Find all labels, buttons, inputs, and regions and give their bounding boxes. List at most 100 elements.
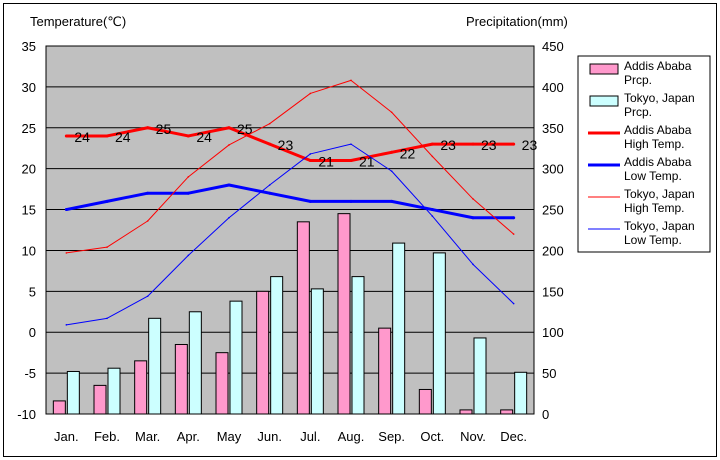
data-label: 23 <box>278 137 294 153</box>
data-label: 25 <box>237 121 253 137</box>
line-point <box>186 191 190 195</box>
line-point <box>390 150 394 154</box>
x-tick-label: Feb. <box>94 429 120 444</box>
line-point <box>512 142 516 146</box>
data-label: 23 <box>522 137 538 153</box>
line-point <box>512 302 515 305</box>
line-point <box>105 134 109 138</box>
line-point <box>309 92 312 95</box>
bar-addis-prcp <box>459 409 473 415</box>
legend-label: Tokyo, Japan <box>624 219 695 233</box>
left-tick-label: 25 <box>22 121 36 136</box>
line-point <box>308 158 312 162</box>
legend-label: Tokyo, Japan <box>624 91 695 105</box>
x-tick-label: Sep. <box>378 429 405 444</box>
right-tick-label: 450 <box>542 39 564 54</box>
left-tick-label: -10 <box>17 407 36 422</box>
legend-label: Prcp. <box>624 105 652 119</box>
bar-addis-prcp <box>296 221 310 415</box>
line-point <box>106 246 108 248</box>
line-series-3 <box>66 143 515 326</box>
bar-addis-prcp <box>215 352 229 415</box>
legend-label: High Temp. <box>624 137 684 151</box>
line-point <box>349 199 353 203</box>
right-tick-label: 150 <box>542 284 564 299</box>
left-tick-label: 20 <box>22 162 36 177</box>
line-point <box>146 126 150 130</box>
data-label: 24 <box>196 129 212 145</box>
left-tick-label: 30 <box>22 80 36 95</box>
legend-label: Prcp. <box>624 73 652 87</box>
line-point <box>390 199 394 203</box>
bar-addis-prcp <box>52 400 66 415</box>
bar-addis-prcp <box>337 213 351 415</box>
line-series-0 <box>66 126 514 162</box>
legend-swatch <box>589 63 619 75</box>
bar-tokyo-prcp <box>188 311 202 415</box>
line-point <box>268 122 271 125</box>
line-point <box>146 295 149 298</box>
line-point <box>471 216 475 220</box>
line-point <box>472 198 474 200</box>
line-point <box>268 184 271 186</box>
line-series-2 <box>66 79 514 254</box>
bar-addis-prcp <box>256 290 270 415</box>
line-point <box>227 183 231 187</box>
legend-label: Low Temp. <box>624 233 682 247</box>
right-tick-label: 0 <box>542 407 549 422</box>
line-point <box>390 170 393 172</box>
data-label: 22 <box>400 145 416 161</box>
data-label: 24 <box>74 129 90 145</box>
bar-tokyo-prcp <box>148 317 162 415</box>
right-tick-label: 250 <box>542 203 564 218</box>
left-tick-label: 5 <box>29 284 36 299</box>
line-point <box>268 142 272 146</box>
legend-label: Tokyo, Japan <box>624 187 695 201</box>
left-axis-title: Temperature(℃) <box>30 14 126 29</box>
bar-tokyo-prcp <box>310 288 324 415</box>
line-point <box>431 155 434 158</box>
x-tick-label: Oct. <box>420 429 444 444</box>
left-tick-label: 0 <box>29 325 36 340</box>
right-tick-label: 50 <box>542 366 556 381</box>
line-point <box>65 252 68 254</box>
x-tick-label: Aug. <box>338 429 365 444</box>
bar-tokyo-prcp <box>229 300 243 415</box>
line-point <box>65 324 68 326</box>
line-point <box>186 134 190 138</box>
legend-label: Addis Ababa <box>624 123 692 137</box>
x-tick-label: Jul. <box>300 429 320 444</box>
line-point <box>308 199 312 203</box>
x-tick-label: May <box>217 429 242 444</box>
data-label: 23 <box>440 137 456 153</box>
x-tick-label: Jan. <box>54 429 79 444</box>
line-point <box>146 220 149 222</box>
right-tick-label: 200 <box>542 243 564 258</box>
line-point <box>512 233 515 235</box>
bar-tokyo-prcp <box>392 242 406 415</box>
line-point <box>106 317 108 320</box>
legend-label: Low Temp. <box>624 169 682 183</box>
right-axis-title: Precipitation(mm) <box>466 14 568 29</box>
line-series-1 <box>66 183 514 220</box>
bar-tokyo-prcp <box>432 252 446 415</box>
x-tick-label: Jun. <box>257 429 282 444</box>
bar-tokyo-prcp <box>514 371 528 415</box>
data-label: 21 <box>359 153 375 169</box>
legend-box <box>577 55 711 253</box>
bar-tokyo-prcp <box>351 276 365 415</box>
bar-addis-prcp <box>174 343 188 415</box>
line-point <box>64 134 68 138</box>
line-point <box>228 144 230 146</box>
line-point <box>512 216 516 220</box>
line-point <box>309 153 312 155</box>
plot-area <box>46 46 534 414</box>
line-point <box>431 215 434 217</box>
bar-addis-prcp <box>418 388 432 415</box>
x-tick-label: Mar. <box>135 429 160 444</box>
left-tick-label: 15 <box>22 203 36 218</box>
line-point <box>430 142 434 146</box>
right-tick-label: 300 <box>542 162 564 177</box>
